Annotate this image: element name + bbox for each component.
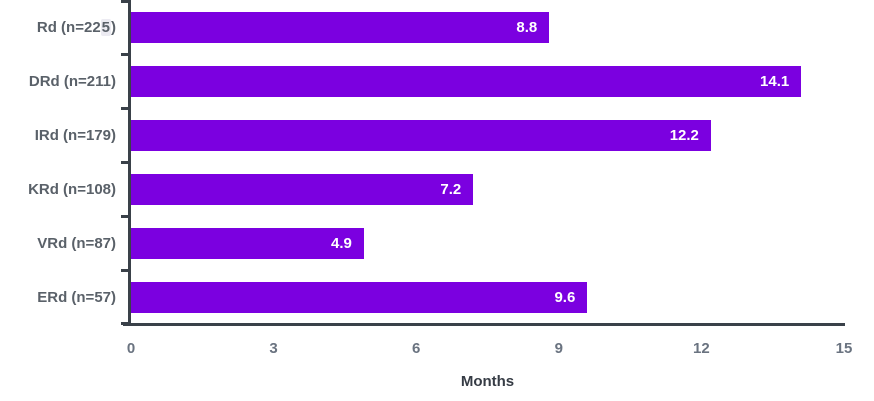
x-tick-label: 6 [412,340,421,357]
category-label: ERd (n=57) [37,289,116,307]
bar: 8.8 [131,11,550,43]
bar-value-label: 12.2 [669,126,699,144]
bar-value-label: 7.2 [440,181,462,199]
bar: 9.6 [131,282,588,314]
y-axis-tick [121,215,131,219]
y-axis-tick [121,0,131,3]
x-tick-label: 9 [554,340,563,357]
bar-value-label: 4.9 [331,235,352,253]
y-axis-tick [121,161,131,164]
x-tick-label: 0 [126,340,136,357]
category-label: KRd (n=108) [28,181,116,199]
bar: 4.9 [131,228,364,260]
bar: 7.2 [131,174,474,206]
y-axis-tick [121,52,131,56]
category-label: VRd (n=87) [37,235,116,253]
bar-value-label: 8.8 [516,18,538,36]
y-axis-tick [121,269,131,273]
bar-value-label: 9.6 [554,289,576,307]
category-label: Rd (n=22 5) [36,18,116,36]
bar: 12.2 [131,119,711,151]
x-axis-title: Months [460,373,515,390]
x-tick-label: 15 [835,340,853,357]
x-axis-line [123,323,845,326]
bar: 14.1 [131,65,802,97]
x-tick-label: 12 [693,340,710,357]
x-tick-label: 3 [269,340,278,357]
y-axis-tick [121,106,131,110]
category-label: DRd (n=211) [28,72,116,90]
bar-value-label: 14.1 [760,72,790,90]
category-label: IRd (n=179) [34,126,116,144]
highlighted-character: 5 [100,18,111,36]
